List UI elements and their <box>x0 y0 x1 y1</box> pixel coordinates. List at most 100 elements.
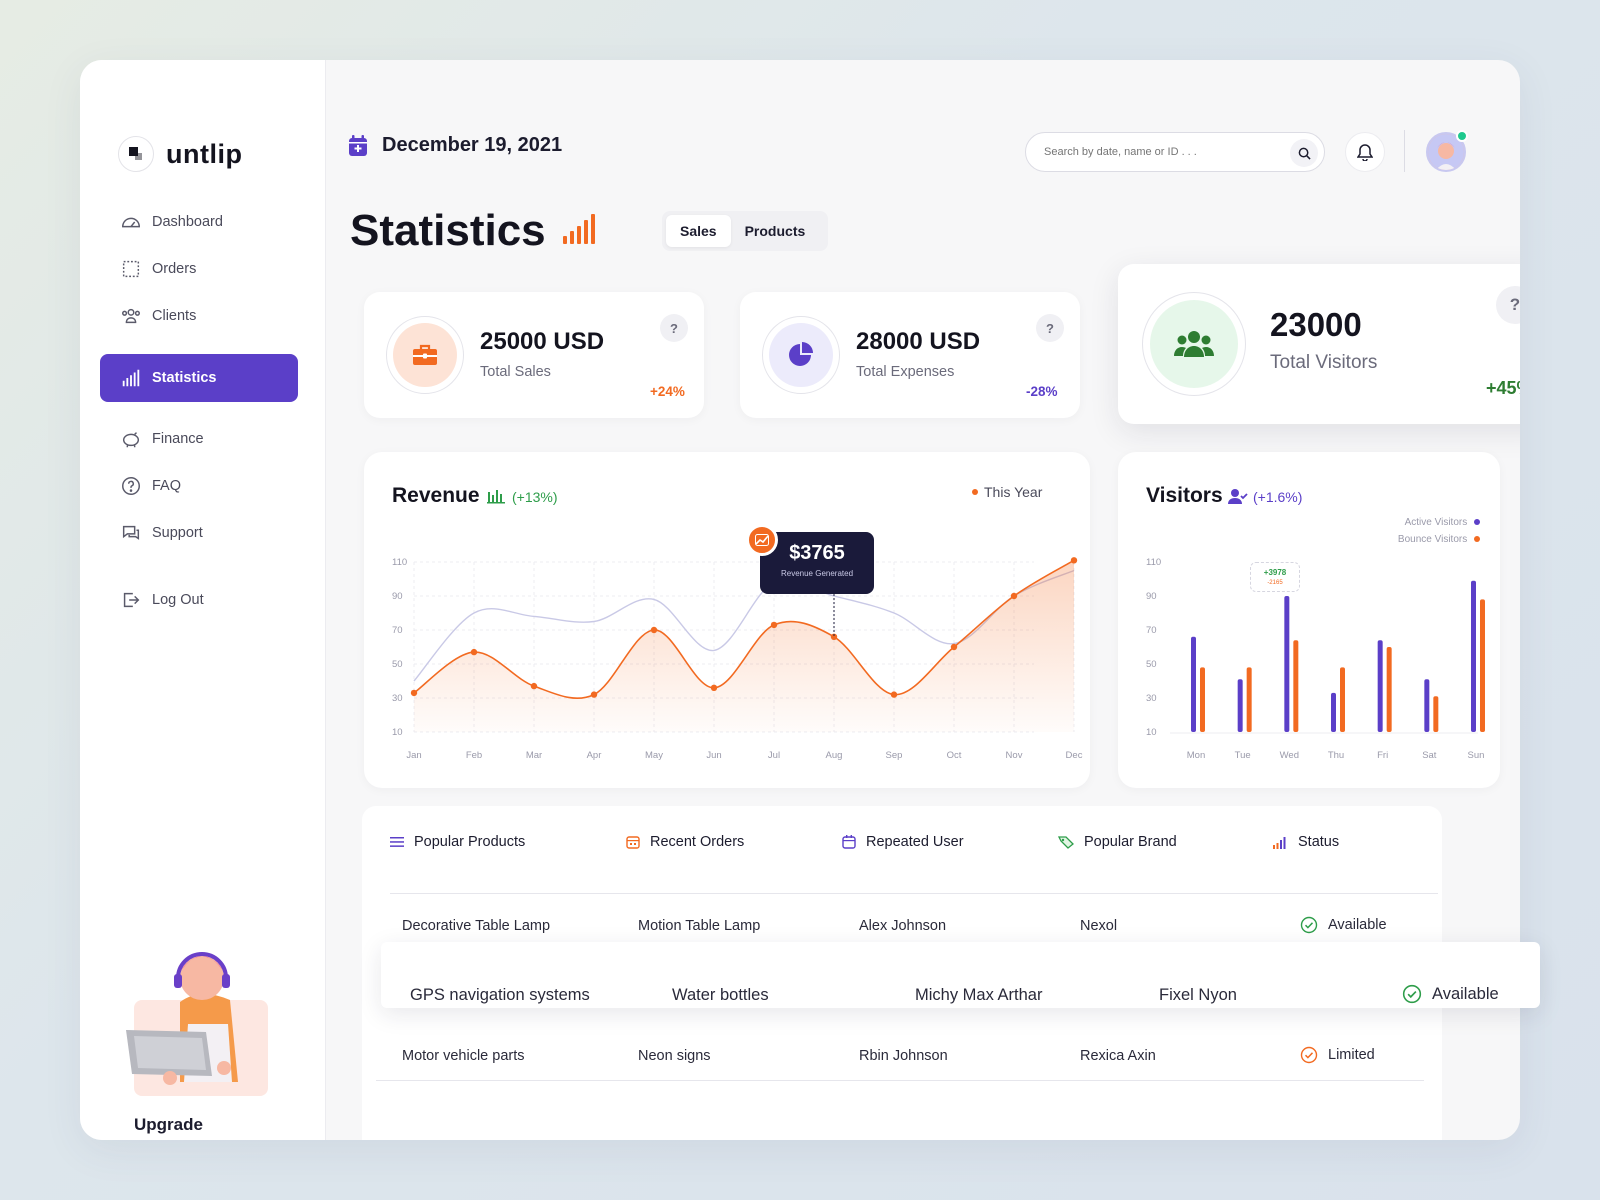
data-point <box>950 643 958 651</box>
check-circle-icon <box>1300 1046 1318 1064</box>
y-tick-label: 50 <box>392 659 403 670</box>
sidebar-item-label: Statistics <box>152 370 217 386</box>
person-with-laptop-illustration <box>126 952 238 1085</box>
orders-icon <box>122 260 140 278</box>
data-point <box>410 689 418 697</box>
question-icon <box>122 477 140 495</box>
stat-icon-ring <box>762 316 840 394</box>
sidebar-item-dashboard[interactable]: Dashboard <box>100 198 298 246</box>
chart-legend[interactable]: This Year <box>972 484 1042 500</box>
bar-bounce <box>1293 640 1299 732</box>
sidebar-item-label: Log Out <box>152 592 204 608</box>
stat-card-total-expenses: 28000 USD Total Expenses ? -28% <box>740 292 1080 418</box>
current-date: December 19, 2021 <box>382 134 563 156</box>
status-text: Available <box>1432 984 1499 1003</box>
x-tick-label: Nov <box>1006 750 1023 761</box>
pie-chart-icon <box>769 323 833 387</box>
stat-label: Total Sales <box>480 364 551 380</box>
x-tick-label: Jun <box>706 750 721 761</box>
signal-bars-icon <box>563 214 595 244</box>
chart-badge: +3978 -2165 <box>1250 562 1300 592</box>
legend-dot <box>972 489 978 495</box>
y-tick-label: 110 <box>1146 557 1161 568</box>
x-tick-label: Sun <box>1468 750 1485 761</box>
tab-products[interactable]: Products <box>744 223 806 239</box>
table-cell: GPS navigation systems <box>410 986 590 1004</box>
y-tick-label: 70 <box>1146 625 1157 636</box>
help-button[interactable]: ? <box>1036 314 1064 342</box>
bar-active <box>1237 679 1243 732</box>
chart-legend: Active Visitors Bounce Visitors <box>1398 514 1480 548</box>
series-area-this-year <box>414 560 1074 732</box>
user-check-icon <box>1228 489 1248 504</box>
search-button[interactable] <box>1290 139 1318 167</box>
legend-item-bounce[interactable]: Bounce Visitors <box>1398 531 1480 548</box>
search-input[interactable] <box>1044 146 1274 158</box>
table-cell: Alex Johnson <box>859 918 947 934</box>
calendar-icon <box>349 134 367 156</box>
sidebar-item-label: Orders <box>152 261 197 277</box>
bar-active <box>1471 580 1476 732</box>
column-header-popular-brand[interactable]: Popular Brand <box>1058 834 1177 850</box>
sidebar-item-statistics[interactable]: Statistics <box>100 354 298 402</box>
legend-label: This Year <box>984 484 1043 500</box>
search-bar[interactable] <box>1025 132 1325 172</box>
table-cell: Rbin Johnson <box>859 1048 948 1064</box>
row-divider <box>390 893 1438 894</box>
data-point <box>1010 592 1018 600</box>
bar-active <box>1424 679 1430 732</box>
tooltip-value: $3765 <box>789 542 845 564</box>
column-header-status[interactable]: Status <box>1272 834 1339 850</box>
column-header-repeated-user[interactable]: Repeated User <box>842 834 964 850</box>
data-point <box>530 682 538 690</box>
x-tick-label: Aug <box>826 750 843 761</box>
sidebar-item-orders[interactable]: Orders <box>100 245 298 293</box>
check-circle-icon <box>1300 916 1318 934</box>
tab-sales[interactable]: Sales <box>666 215 731 247</box>
sidebar-item-label: Finance <box>152 431 204 447</box>
bar-bounce <box>1246 667 1252 732</box>
sidebar-item-faq[interactable]: FAQ <box>100 462 298 510</box>
data-point <box>590 691 598 698</box>
x-tick-label: Tue <box>1235 750 1251 761</box>
bar-chart-icon <box>122 369 140 387</box>
tooltip-label: Revenue Generated <box>780 569 854 578</box>
legend-item-active[interactable]: Active Visitors <box>1398 514 1480 531</box>
table-row-highlighted[interactable] <box>381 942 1540 1008</box>
y-tick-label: 30 <box>1146 693 1157 704</box>
help-button[interactable]: ? <box>660 314 688 342</box>
column-header-label: Status <box>1298 834 1340 850</box>
notifications-button[interactable] <box>1345 132 1385 172</box>
chart-change: (+1.6%) <box>1253 489 1303 505</box>
tag-icon <box>1058 836 1074 849</box>
column-header-recent-orders[interactable]: Recent Orders <box>626 834 744 850</box>
piggy-bank-icon <box>122 432 140 448</box>
status-text: Limited <box>1328 1047 1375 1063</box>
app-window: untlip Dashboard Orders Clients Statisti… <box>80 60 1520 1140</box>
legend-dot <box>1474 536 1480 542</box>
logo-icon <box>118 136 154 172</box>
y-tick-label: 50 <box>1146 659 1157 670</box>
bar-bounce <box>1480 599 1485 732</box>
table-cell: Motion Table Lamp <box>638 918 761 934</box>
logo-text: untlip <box>166 138 243 169</box>
chat-icon <box>122 525 140 540</box>
status-cell: Available <box>1402 984 1499 1004</box>
sidebar-item-support[interactable]: Support <box>100 509 298 557</box>
view-tabs: Sales Products <box>662 211 828 251</box>
help-button[interactable]: ? <box>1496 286 1520 324</box>
data-point <box>1070 557 1078 564</box>
sidebar-item-label: Clients <box>152 308 197 324</box>
table-cell: Neon signs <box>638 1048 711 1064</box>
x-tick-label: Sat <box>1422 750 1437 761</box>
sidebar-item-finance[interactable]: Finance <box>100 415 298 463</box>
sidebar-item-clients[interactable]: Clients <box>100 292 298 340</box>
sidebar-item-logout[interactable]: Log Out <box>100 576 298 624</box>
upgrade-text: Upgrade your plan <box>134 1115 211 1140</box>
logo[interactable]: untlip <box>118 136 242 172</box>
sidebar-item-label: FAQ <box>152 478 182 494</box>
column-header-label: Repeated User <box>866 834 964 850</box>
data-point <box>470 648 478 656</box>
column-header-popular-products[interactable]: Popular Products <box>390 834 525 850</box>
header-divider <box>1404 130 1405 172</box>
